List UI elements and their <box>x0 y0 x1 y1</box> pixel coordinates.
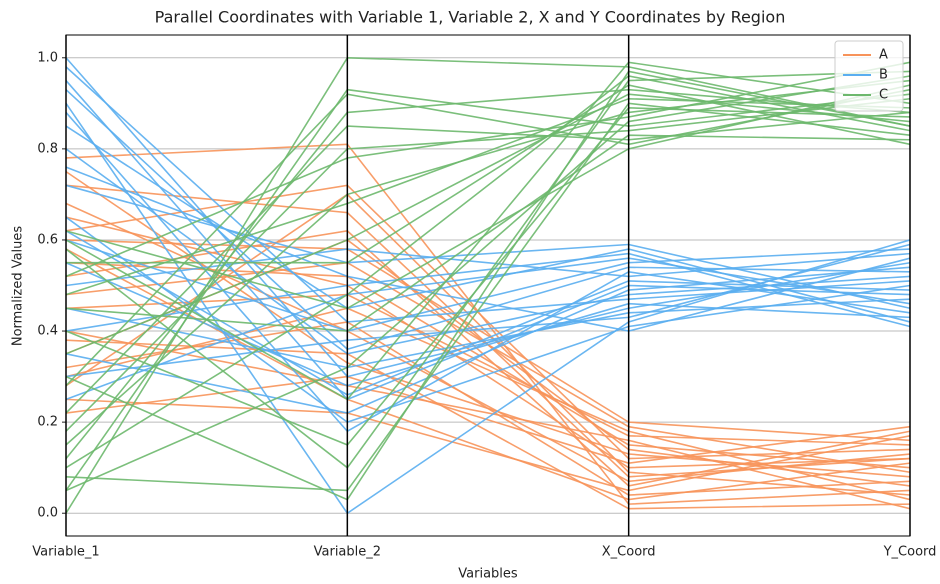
x-tick-label: Variable_2 <box>314 545 381 560</box>
data-line <box>65 375 911 464</box>
data-line <box>65 97 911 432</box>
data-line <box>65 307 911 501</box>
y-axis-label: Normalized Values <box>11 226 26 347</box>
data-line <box>65 88 911 460</box>
data-line <box>65 321 911 496</box>
data-line <box>65 229 911 487</box>
y-tick-label: 1.0 <box>37 50 58 65</box>
data-line <box>65 102 911 492</box>
data-line <box>65 293 911 446</box>
legend-label: A <box>879 48 888 63</box>
x-axis-label: Variables <box>458 567 518 582</box>
data-line <box>65 230 911 396</box>
y-tick-label: 0.6 <box>37 232 58 247</box>
data-line <box>65 89 911 351</box>
data-line <box>65 70 911 469</box>
data-line <box>65 111 911 433</box>
y-tick-label: 0.2 <box>37 415 58 430</box>
y-tick-label: 0.8 <box>37 141 58 156</box>
data-line <box>65 88 911 387</box>
data-line <box>65 248 911 287</box>
data-line <box>65 93 911 355</box>
data-line <box>65 70 911 501</box>
data-line <box>65 184 911 460</box>
x-tick-label: X_Coord <box>602 545 656 560</box>
x-tick-label: Y_Coord <box>883 545 937 560</box>
y-tick-label: 0.4 <box>37 324 58 339</box>
data-line <box>65 184 911 310</box>
data-line <box>65 61 911 278</box>
data-line <box>65 166 911 332</box>
data-line <box>65 134 911 332</box>
legend-label: B <box>879 68 888 83</box>
data-line <box>65 107 911 446</box>
legend-label: C <box>879 88 888 103</box>
data-line <box>65 261 911 387</box>
data-line <box>65 97 911 296</box>
legend: ABC <box>834 40 904 112</box>
data-line <box>65 239 911 442</box>
y-tick-label: 0.0 <box>37 506 58 521</box>
data-line <box>65 66 911 323</box>
x-tick-label: Variable_1 <box>32 545 99 560</box>
data-line <box>65 84 911 310</box>
plot-frame <box>65 34 911 537</box>
data-line <box>66 84 911 264</box>
chart-title: Parallel Coordinates with Variable 1, Va… <box>155 8 786 27</box>
data-line <box>65 298 911 369</box>
